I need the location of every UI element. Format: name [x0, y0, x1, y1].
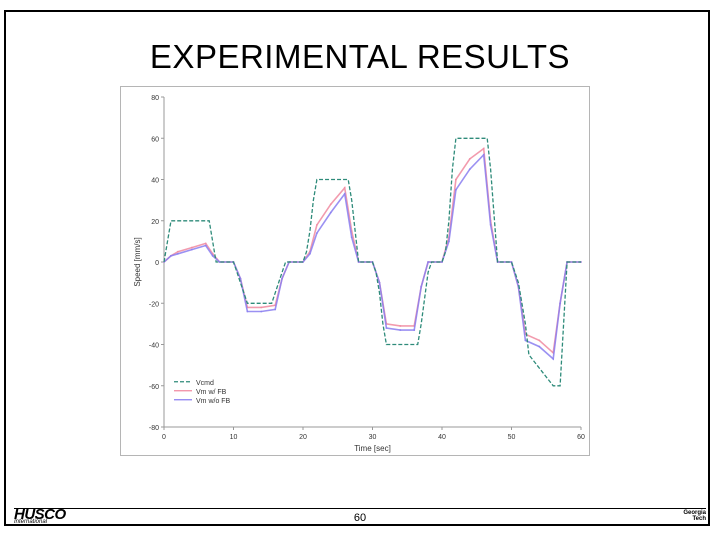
series-point — [239, 277, 242, 280]
y-axis-label: Speed [mm/s] — [133, 237, 142, 286]
x-tick-label: 60 — [577, 434, 585, 441]
series-point — [204, 242, 207, 245]
y-tick-label: -20 — [149, 301, 159, 308]
legend-label: Vcmd — [196, 380, 214, 387]
series-point — [427, 261, 429, 263]
series-point — [190, 248, 193, 251]
x-tick-label: 10 — [230, 434, 238, 441]
husco-logo: HUSCO International — [14, 506, 76, 526]
x-tick-label: 30 — [369, 434, 377, 441]
series-point — [170, 254, 172, 257]
series-point — [378, 281, 381, 284]
series-point — [482, 153, 485, 156]
y-tick-label: -80 — [149, 425, 159, 432]
series-point — [468, 157, 471, 160]
series-point — [260, 310, 263, 313]
series-point — [211, 254, 214, 257]
y-tick-label: 40 — [151, 178, 159, 185]
series-point — [482, 147, 485, 150]
series-point — [448, 240, 450, 243]
series-point — [218, 261, 221, 263]
georgia-tech-logo-line1: Georgia — [683, 510, 706, 516]
series-line-vm-nofb — [163, 152, 581, 361]
series-line-vcmd — [163, 137, 581, 387]
y-tick-label: 80 — [151, 95, 159, 102]
series-point — [329, 211, 332, 214]
footer-divider — [14, 508, 706, 509]
series-point — [385, 327, 388, 329]
chart-panel: -80 -60 -40 -20 0 20 40 60 80 0 10 20 30 40 50 60 Time [… — [120, 86, 590, 456]
slide-title: EXPERIMENTAL RESULTS — [149, 38, 571, 75]
x-tick-label: 50 — [508, 434, 516, 441]
series-point — [204, 244, 207, 247]
y-tick-label: -60 — [149, 384, 159, 391]
series-point — [413, 329, 416, 331]
x-tick-label: 20 — [299, 434, 307, 441]
series-point — [468, 168, 471, 171]
series-point — [350, 236, 353, 239]
legend-label: Vm w/o FB — [196, 398, 231, 405]
series-point — [274, 308, 277, 311]
page-number: 60 — [353, 512, 367, 524]
series-point — [399, 329, 402, 331]
y-tick-label: 0 — [155, 260, 159, 267]
legend-label: Vm w/ FB — [196, 389, 227, 396]
series-point — [177, 252, 179, 255]
series-point — [343, 186, 346, 189]
series-point — [281, 277, 284, 280]
y-tick-label: -40 — [149, 343, 159, 350]
series-point — [343, 193, 346, 195]
series-point — [489, 223, 492, 226]
slide-frame — [4, 10, 710, 526]
georgia-tech-logo-line2: Tech — [692, 516, 706, 522]
y-tick-label: 20 — [151, 219, 159, 226]
series-point — [552, 358, 555, 360]
series-line-vm-fb — [163, 147, 581, 355]
series-point — [455, 188, 457, 191]
husco-logo-sub: International — [14, 519, 48, 525]
series-point — [399, 325, 402, 327]
series-point — [455, 178, 457, 181]
series-point — [524, 339, 527, 342]
x-axis-label: Time [sec] — [354, 444, 391, 453]
series-point — [190, 246, 193, 249]
series-point — [420, 285, 423, 288]
husco-logo-name: HUSCO — [14, 506, 66, 523]
series-point — [246, 310, 249, 313]
x-tick-label: 40 — [438, 434, 446, 441]
series-point — [316, 223, 318, 226]
series-point — [559, 302, 562, 305]
series-point — [309, 252, 311, 255]
georgia-tech-logo: Georgia Tech — [662, 510, 706, 524]
speed-chart: -80 -60 -40 -20 0 20 40 60 80 0 10 20 30 40 50 60 Time [… — [133, 95, 585, 453]
series-point — [177, 250, 179, 253]
series-point — [329, 203, 332, 206]
y-tick-label: 60 — [151, 136, 159, 143]
x-tick-label: 0 — [162, 434, 166, 441]
series-point — [260, 306, 263, 309]
series-point — [316, 232, 318, 235]
series-point — [538, 339, 541, 342]
series-point — [538, 345, 541, 348]
